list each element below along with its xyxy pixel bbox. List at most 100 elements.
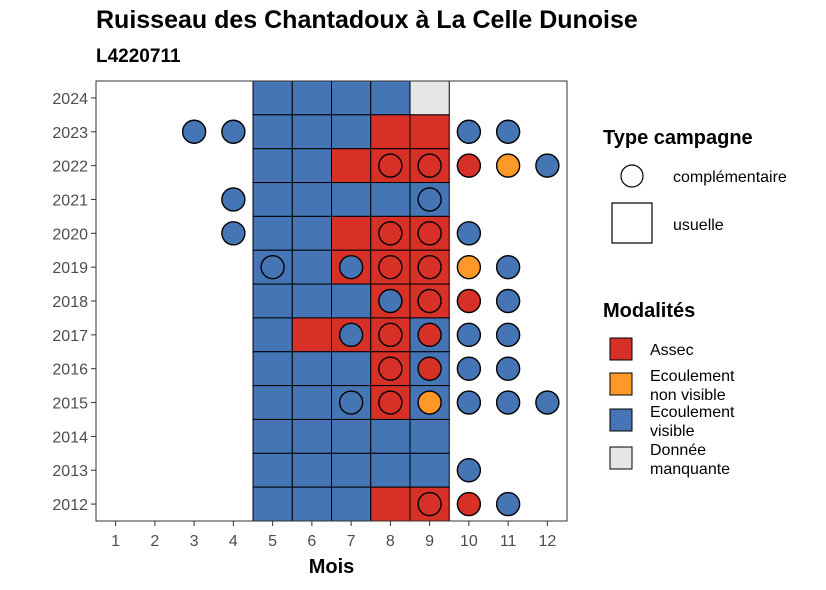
- legend: Type campagne complémentaire usuelle Modali…: [603, 127, 787, 478]
- complementaire-point-2013-10: [456, 458, 482, 483]
- usuelle-cell-2022-6: [291, 148, 332, 184]
- x-tick-label-2: 2: [150, 533, 159, 550]
- complementaire-point-2022-12: [535, 153, 560, 178]
- complementaire-point-2012-11: [495, 491, 521, 517]
- y-tick-label-2017: 2017: [52, 328, 88, 345]
- usuelle-cell-2021-5: [252, 182, 293, 217]
- x-tick-label-3: 3: [190, 533, 199, 550]
- y-tick-label-2023: 2023: [52, 125, 88, 142]
- complementaire-point-2021-9: [417, 187, 442, 212]
- usuelle-cell-2014-7: [331, 418, 372, 454]
- x-tick-label-1: 1: [111, 533, 120, 550]
- y-tick-label-2012: 2012: [52, 497, 88, 514]
- usuelle-cell-2015-5: [252, 385, 293, 420]
- usuelle-cell-2012-5: [252, 486, 293, 522]
- legend-label-modalite-3-line2: manquante: [650, 461, 730, 478]
- complementaire-point-2016-10: [456, 356, 482, 381]
- complementaire-point-2017-11: [495, 322, 521, 348]
- usuelle-cell-2022-5: [252, 148, 293, 184]
- complementaire-point-2023-10: [456, 119, 482, 144]
- usuelle-cell-2023-5: [252, 114, 293, 150]
- usuelle-cell-2020-7: [331, 215, 372, 251]
- legend-circle-key: [620, 164, 644, 188]
- usuelle-cell-2013-6: [291, 452, 332, 488]
- usuelle-cell-2019-6: [291, 249, 332, 285]
- x-tick-label-6: 6: [307, 533, 316, 550]
- legend-modalite-title: Modalités: [603, 300, 695, 322]
- y-tick-label-2018: 2018: [52, 294, 88, 311]
- y-tick-label-2014: 2014: [52, 429, 88, 446]
- legend-key-0: [609, 337, 633, 361]
- x-tick-label-11: 11: [500, 533, 517, 550]
- legend-label-usuelle: usuelle: [673, 217, 724, 234]
- complementaire-point-2018-10: [456, 288, 482, 314]
- legend-key-2: [609, 408, 633, 432]
- plot-area: 2012 2013 2014 2015 2016 2017 2018 2019 2020 2021…: [52, 80, 568, 578]
- usuelle-cell-2013-7: [331, 452, 372, 488]
- usuelle-cell-2016-7: [331, 351, 372, 387]
- complementaire-point-2016-9: [417, 356, 442, 381]
- y-tick-label-2022: 2022: [52, 159, 88, 176]
- usuelle-cell-2023-6: [291, 114, 332, 150]
- complementaire-point-2019-9: [417, 254, 442, 280]
- usuelle-cell-2018-7: [331, 283, 372, 319]
- usuelle-cell-2016-5: [252, 351, 293, 387]
- usuelle-cell-2023-8: [370, 114, 411, 150]
- legend-square-key: [611, 202, 653, 244]
- legend-label-modalite-1-line2: non visible: [650, 387, 726, 404]
- usuelle-cell-2024-5: [252, 80, 293, 116]
- x-tick-label-10: 10: [460, 533, 478, 550]
- complementaire-point-2023-4: [221, 119, 246, 144]
- complementaire-point-2017-9: [417, 322, 442, 348]
- complementaire-point-2022-8: [378, 153, 403, 178]
- complementaire-point-2012-10: [456, 491, 482, 517]
- usuelle-cell-2013-5: [252, 452, 293, 488]
- chart-title: Ruisseau des Chantadoux à La Celle Dunoi…: [96, 6, 638, 34]
- legend-label-modalite-3-line1: Donnée: [650, 442, 706, 459]
- complementaire-point-2020-8: [378, 221, 403, 246]
- y-tick-label-2019: 2019: [52, 260, 88, 277]
- usuelle-cell-2014-8: [370, 418, 411, 454]
- complementaire-point-2020-9: [417, 221, 442, 246]
- chart-subtitle: L4220711: [96, 46, 181, 67]
- usuelle-cell-2018-6: [291, 283, 332, 319]
- complementaire-point-2020-4: [221, 221, 246, 246]
- legend-label-complementaire: complémentaire: [673, 169, 787, 186]
- y-tick-label-2020: 2020: [52, 226, 88, 243]
- usuelle-cell-2024-6: [291, 80, 332, 116]
- x-tick-label-7: 7: [347, 533, 356, 550]
- complementaire-point-2016-8: [378, 356, 403, 381]
- usuelle-cell-2017-5: [252, 317, 293, 353]
- complementaire-point-2015-8: [378, 390, 403, 415]
- complementaire-point-2012-9: [417, 491, 442, 517]
- legend-key-3: [609, 446, 633, 470]
- complementaire-point-2023-11: [495, 119, 521, 144]
- usuelle-cell-2022-7: [331, 148, 372, 184]
- y-tick-label-2015: 2015: [52, 396, 88, 413]
- x-tick-label-8: 8: [386, 533, 395, 550]
- usuelle-cell-2012-6: [291, 486, 332, 522]
- complementaire-point-2015-11: [495, 390, 521, 415]
- usuelle-cell-2015-6: [291, 385, 332, 420]
- y-tick-label-2021: 2021: [52, 192, 88, 209]
- legend-key-1: [609, 372, 633, 396]
- complementaire-point-2019-7: [338, 254, 364, 280]
- complementaire-point-2021-4: [221, 187, 246, 212]
- complementaire-point-2015-10: [456, 390, 482, 415]
- usuelle-cell-2020-5: [252, 215, 293, 251]
- usuelle-cell-2017-6: [291, 317, 332, 353]
- complementaire-point-2016-11: [495, 356, 521, 381]
- usuelle-cell-2014-9: [409, 418, 450, 454]
- usuelle-cell-2012-7: [331, 486, 372, 522]
- complementaire-point-2015-12: [535, 390, 560, 415]
- complementaire-point-2015-9: [417, 390, 442, 415]
- usuelle-cell-2012-8: [370, 486, 411, 522]
- x-tick-label-4: 4: [229, 533, 238, 550]
- complementaire-point-2022-10: [456, 153, 482, 178]
- usuelle-cell-2013-8: [370, 452, 411, 488]
- usuelle-cell-2024-7: [331, 80, 372, 116]
- complementaire-point-2018-11: [495, 288, 521, 314]
- complementaire-point-2023-3: [181, 119, 207, 144]
- usuelle-cell-2014-6: [291, 418, 332, 454]
- legend-label-modalite-2-line1: Ecoulement: [650, 404, 735, 421]
